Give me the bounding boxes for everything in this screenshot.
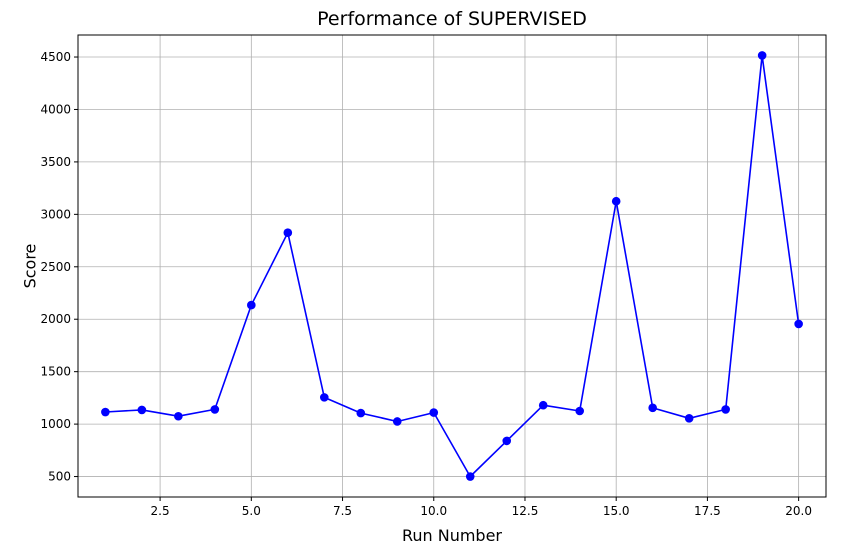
data-point (684, 414, 694, 423)
data-point (210, 405, 220, 414)
y-tick-label: 2000 (40, 312, 71, 326)
data-point (137, 405, 147, 415)
plot-frame (77, 34, 827, 498)
x-tick-label: 20.0 (785, 504, 812, 518)
x-tick-label: 5.0 (242, 504, 261, 518)
data-point (174, 411, 183, 421)
data-point (101, 407, 110, 417)
data-point (611, 196, 621, 206)
data-point (429, 408, 439, 417)
x-tick-label: 17.5 (694, 504, 721, 518)
data-point (575, 406, 585, 416)
y-axis-label: Score (21, 244, 40, 289)
data-point (502, 436, 512, 446)
x-tick-label: 2.5 (151, 504, 170, 518)
y-tick-label: 1500 (40, 365, 71, 379)
data-point (356, 408, 366, 418)
y-axis-ticks: 500 1000 1500 2000 2500 3000 3500 4000 4500 (40, 50, 78, 484)
y-tick-label: 500 (48, 470, 71, 484)
chart-title: Performance of SUPERVISED (317, 8, 587, 30)
data-point (319, 393, 329, 402)
series-layer (101, 51, 803, 481)
data-point (757, 51, 767, 60)
x-tick-label: 7.5 (333, 504, 352, 518)
series-line (105, 54, 800, 478)
data-point (283, 228, 293, 238)
y-tick-label: 1000 (40, 417, 71, 431)
x-tick-label: 10.0 (420, 504, 447, 518)
y-tick-label: 4500 (40, 50, 71, 64)
y-tick-label: 2500 (40, 260, 71, 274)
y-tick-label: 3500 (40, 155, 71, 169)
data-point (794, 319, 803, 329)
y-tick-label: 4000 (40, 102, 71, 116)
data-point (465, 472, 475, 481)
grid-lines (78, 35, 826, 497)
data-point (247, 300, 256, 310)
data-point (648, 403, 657, 413)
x-axis-ticks: 2.5 5.0 7.5 10.0 12.5 15.0 17.5 20.0 (151, 497, 812, 518)
data-point (392, 417, 402, 426)
y-tick-label: 3000 (40, 207, 71, 221)
data-point (538, 400, 548, 410)
x-axis-label: Run Number (402, 526, 502, 545)
x-tick-label: 12.5 (512, 504, 539, 518)
data-point (721, 405, 730, 414)
x-tick-label: 15.0 (603, 504, 630, 518)
